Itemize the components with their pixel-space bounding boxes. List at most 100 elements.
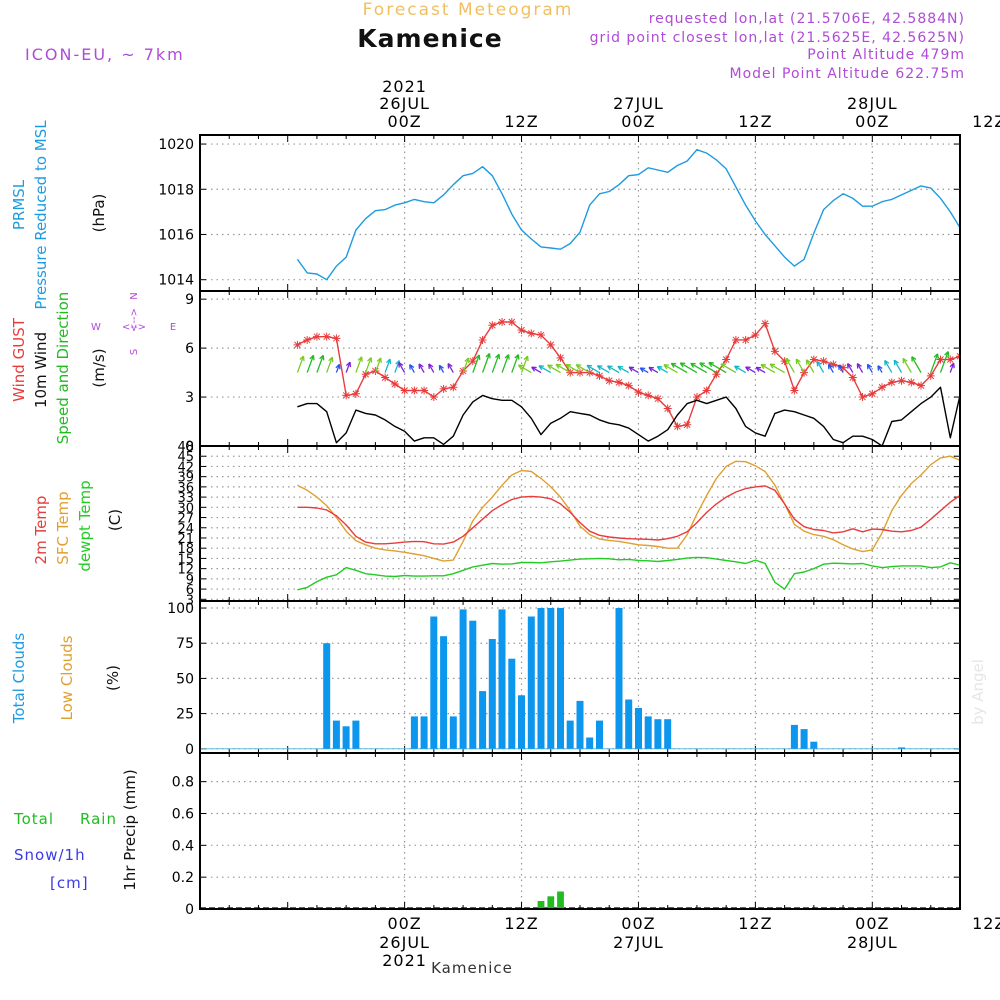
wind-arrow [296, 355, 305, 373]
wind-arrow-head [531, 366, 537, 372]
cloud-bar [410, 716, 418, 749]
cloud-bar [342, 726, 350, 749]
wind-arrow [656, 366, 669, 374]
location-title: Kamenice [357, 24, 502, 53]
wind-arrow-head [679, 362, 686, 368]
cloud-bar [420, 716, 428, 749]
wind-arrow-head [877, 365, 883, 371]
dewpt-temp-label: dewpt Temp [76, 480, 94, 571]
wind-arrow-head [447, 363, 453, 369]
wind-arrow [555, 363, 571, 374]
gust-marker [926, 371, 935, 380]
wind-plot [293, 318, 993, 445]
ms-unit-label: (m/s) [90, 348, 108, 387]
wind-arrow [911, 356, 922, 373]
rain-bar [996, 901, 1000, 909]
gust-marker [966, 336, 974, 344]
2m-temp-line [297, 485, 959, 545]
wind-arrow [326, 356, 333, 373]
wind-arrow [663, 364, 678, 374]
wind-arrow [607, 365, 620, 374]
wind-arrow [565, 364, 581, 374]
wind-arrow-head [769, 363, 776, 369]
wind-arrow-head [575, 364, 582, 370]
y-tick-label: 1014 [158, 273, 194, 289]
panel-frame [199, 134, 961, 292]
clouds-plot [201, 608, 959, 750]
wind-arrow-head [409, 364, 415, 370]
cloud-bar [810, 741, 818, 749]
cloud-bar [449, 716, 457, 749]
wind-arrow-head [699, 362, 705, 368]
gust-marker [585, 368, 594, 377]
wind-arrow-head [785, 357, 791, 364]
y-tick-label: 0.6 [172, 806, 194, 822]
cloud-bar [596, 720, 603, 749]
cm-unit-label: [cm] [50, 874, 89, 892]
compass-rose: N W <--> E <--> S [91, 292, 176, 355]
pressure-msl-label: Pressure Reduced to MSL [32, 120, 50, 310]
cloud-bar [459, 609, 467, 749]
wind-arrow [847, 363, 854, 373]
wind-arrow [586, 364, 600, 374]
panel-frame [199, 290, 961, 447]
gust-marker [819, 357, 828, 366]
wind-arrow [639, 367, 649, 374]
cloud-bar [625, 699, 633, 749]
compass-arrows: <--> [122, 322, 146, 333]
gust-marker [390, 380, 399, 388]
wind-arrow [769, 363, 785, 374]
top-tick-label: 00Z [621, 112, 655, 131]
cloud-bar [430, 616, 438, 749]
wind-arrow [708, 362, 727, 374]
top-time-axis: 00Z26JUL202112Z00Z27JUL12Z00Z28JUL12Z [379, 77, 1000, 131]
y-tick-label: 0 [185, 439, 194, 455]
gust-marker [917, 381, 926, 390]
wind-arrow-head [745, 366, 751, 372]
gust-marker [420, 386, 429, 395]
temperature-panel: 2m Temp SFC Temp dewpt Temp (C) 36912151… [32, 440, 961, 608]
wind-arrow [418, 363, 425, 373]
y-tick-label: 36 [177, 481, 194, 496]
cloud-bar [586, 737, 594, 749]
wind-arrow [827, 363, 834, 373]
y-tick-label: 1020 [158, 137, 194, 153]
wind-arrow [374, 357, 382, 373]
wind-arrow-head [494, 353, 501, 360]
sfc-temp-label: SFC Temp [54, 491, 72, 564]
wind-arrow [970, 362, 974, 373]
wind-arrow-head [884, 359, 890, 366]
cloud-bar [557, 608, 564, 749]
wind-arrow [617, 365, 630, 374]
cloud-bar [518, 695, 525, 749]
requested-coords: requested lon,lat (21.5706E, 42.5884N) [649, 11, 965, 27]
y-tick-label: 12 [177, 563, 194, 578]
gust-marker [351, 389, 360, 398]
gust-marker [439, 384, 448, 393]
gust-marker [751, 331, 760, 340]
wind-arrow [547, 364, 561, 374]
y-tick-label: 18 [177, 542, 194, 557]
wind-arrow [491, 353, 500, 373]
wind-arrow-head [565, 363, 572, 370]
wind-arrow [979, 361, 983, 373]
gust-marker [410, 386, 419, 395]
gust-marker [517, 326, 526, 335]
wind-arrow-head [648, 366, 654, 372]
y-tick-label: 15 [177, 552, 194, 567]
y-tick-label: 0.8 [172, 775, 194, 791]
wind-arrow [472, 354, 480, 373]
wind-arrow-head [345, 361, 352, 368]
precip-unit-label: 1hr Precip (mm) [121, 769, 139, 890]
y-tick-label: 1018 [158, 182, 194, 198]
gust-marker [546, 340, 555, 349]
bottom-tick-label: 00Z [387, 914, 421, 933]
wind-arrow [734, 365, 746, 374]
gust-marker [800, 368, 809, 377]
wind-arrow [989, 361, 993, 373]
10m-wind-label: 10m Wind [32, 332, 50, 408]
gust-marker [537, 331, 546, 340]
wind-arrow-head [485, 352, 491, 359]
compass-vertical: <--> [129, 308, 140, 332]
footer-location: Kamenice [431, 959, 513, 977]
